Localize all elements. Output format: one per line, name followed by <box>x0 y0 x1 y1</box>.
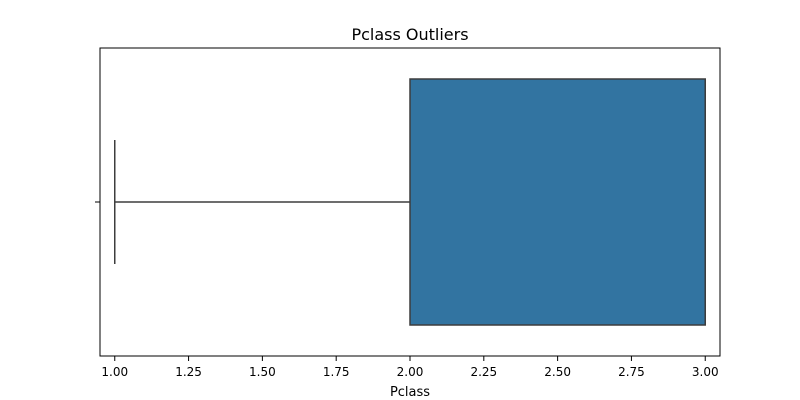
x-tick-label: 1.50 <box>249 365 276 379</box>
x-tick-label: 1.00 <box>101 365 128 379</box>
x-tick-label: 2.75 <box>618 365 645 379</box>
x-axis-label: Pclass <box>390 385 430 400</box>
box-group <box>114 78 706 326</box>
x-tick-label: 3.00 <box>692 365 719 379</box>
x-tick-label: 2.50 <box>544 365 571 379</box>
chart-title: Pclass Outliers <box>351 25 468 44</box>
x-tick-label: 2.00 <box>397 365 424 379</box>
x-axis-ticks: 1.00 1.25 1.50 1.75 2.00 2.25 2.50 2.75 3.00 <box>101 356 719 379</box>
x-tick-label: 1.75 <box>323 365 350 379</box>
x-tick-label: 1.25 <box>175 365 202 379</box>
x-tick-label: 2.25 <box>470 365 497 379</box>
interquartile-box <box>409 78 706 326</box>
